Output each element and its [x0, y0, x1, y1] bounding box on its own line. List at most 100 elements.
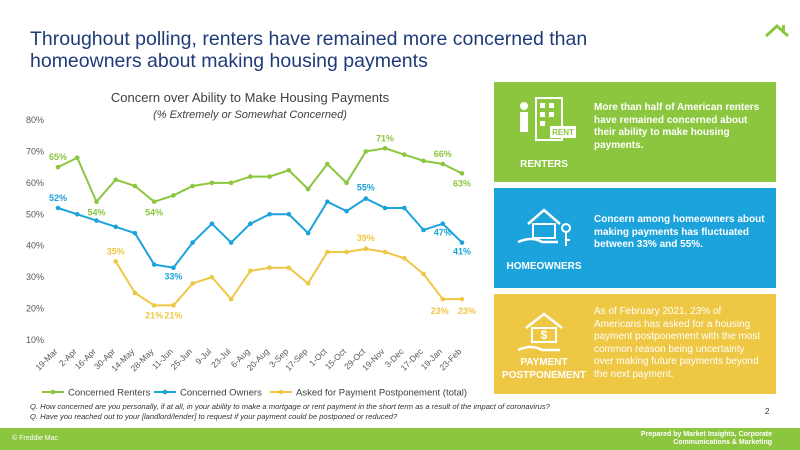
line-chart: Concern over Ability to Make Housing Pay…: [26, 90, 476, 399]
y-tick-label: 20%: [26, 304, 44, 314]
building-rent-icon: RENT: [520, 97, 576, 141]
data-point: [113, 259, 119, 264]
data-point: [459, 171, 465, 176]
house-logo-icon: [764, 23, 790, 38]
survey-questions: Q. How concerned are you personally, if …: [30, 402, 550, 422]
renters-panel: RENT More than half of American renters …: [494, 82, 776, 182]
data-point: [209, 180, 215, 186]
question-2: Q. Have you reached out to your [landlor…: [30, 412, 398, 421]
footer-credit: Prepared by Market Insights, Corporate C…: [640, 431, 772, 446]
data-point: [94, 218, 99, 223]
data-point: [305, 230, 311, 236]
x-tick-label: 19-Nov: [360, 346, 387, 373]
data-point: [344, 208, 349, 214]
data-point: [228, 240, 234, 245]
data-point: [382, 249, 388, 255]
y-tick-label: 60%: [26, 178, 44, 188]
data-point: [286, 167, 292, 173]
data-label: 39%: [357, 233, 375, 243]
data-label: 35%: [107, 246, 125, 256]
data-point: [228, 180, 234, 186]
legend-marker: [278, 389, 284, 395]
house-dollar-hand-icon: $: [517, 312, 563, 352]
homeowners-panel-text: Concern among homeowners about making pa…: [594, 214, 765, 250]
chart-title: Concern over Ability to Make Housing Pay…: [111, 90, 390, 105]
renters-panel-label: RENTERS: [520, 159, 568, 170]
homeowners-panel: Concern among homeowners about making pa…: [494, 188, 776, 288]
data-point: [459, 240, 465, 245]
data-point: [55, 164, 61, 170]
y-tick-label: 30%: [26, 272, 44, 282]
data-point: [305, 186, 311, 192]
svg-text:RENT: RENT: [552, 128, 574, 137]
data-label: 63%: [453, 178, 471, 188]
data-point: [190, 183, 195, 189]
data-point: [401, 255, 407, 261]
data-point: [151, 303, 157, 308]
legend-marker: [50, 389, 56, 395]
data-label: 55%: [357, 183, 375, 193]
data-label: 71%: [376, 133, 394, 143]
y-tick-label: 80%: [26, 115, 44, 125]
data-point: [267, 174, 272, 179]
series-line-0: [57, 147, 463, 204]
data-point: [267, 211, 272, 217]
chart-legend: Concerned Renters Concerned Owners Asked f…: [42, 388, 467, 399]
data-point: [209, 221, 215, 227]
x-tick-label: 17-Sep: [283, 346, 310, 373]
homeowners-panel-label: HOMEOWNERS: [506, 261, 582, 272]
data-label: 21%: [145, 310, 163, 320]
legend-label: Concerned Owners: [180, 388, 262, 399]
data-label: 66%: [434, 149, 452, 159]
data-point: [363, 246, 369, 252]
data-point: [305, 281, 311, 286]
data-point: [267, 265, 272, 271]
data-point: [74, 155, 80, 161]
slide-title: Throughout polling, renters have remaine…: [30, 28, 588, 72]
data-point: [132, 183, 138, 189]
data-point: [382, 145, 388, 151]
data-point: [151, 199, 157, 205]
legend-marker: [162, 389, 168, 395]
data-point: [228, 296, 234, 302]
footer-copyright: © Freddie Mac: [12, 435, 59, 442]
data-point: [401, 152, 407, 157]
data-point: [209, 274, 215, 280]
data-point: [421, 271, 426, 277]
series-lines: [55, 145, 465, 308]
y-tick-label: 70%: [26, 146, 44, 156]
footer-bar: © Freddie Mac Prepared by Market Insight…: [0, 428, 800, 450]
postponement-panel-label: PAYMENT POSTPONEMENT: [502, 357, 586, 381]
x-tick-label: 20-Aug: [245, 346, 272, 373]
data-point: [94, 199, 99, 205]
data-point: [363, 149, 369, 154]
data-point: [440, 221, 446, 227]
data-label: 52%: [49, 193, 67, 203]
legend-label: Concerned Renters: [68, 388, 151, 399]
series-line-1: [57, 197, 463, 269]
data-point: [344, 249, 349, 255]
data-label: 23%: [458, 306, 476, 316]
x-axis: 19-Mar2-Apr16-Apr30-Apr14-May28-May11-Ju…: [33, 346, 463, 374]
data-point: [55, 205, 61, 211]
data-point: [421, 227, 426, 233]
svg-text:$: $: [541, 328, 548, 342]
data-point: [344, 180, 349, 186]
y-tick-label: 40%: [26, 241, 44, 251]
x-tick-label: 23-Feb: [437, 346, 463, 372]
data-point: [151, 262, 157, 267]
y-tick-label: 50%: [26, 209, 44, 219]
legend-label: Asked for Payment Postponement (total): [296, 388, 467, 399]
data-point: [440, 296, 446, 302]
data-point: [132, 290, 138, 296]
data-label: 54%: [145, 208, 163, 218]
data-point: [248, 174, 253, 179]
x-tick-label: 23-Jul: [209, 346, 233, 370]
data-label: 41%: [453, 247, 471, 257]
data-point: [459, 296, 465, 302]
data-point: [190, 281, 195, 286]
data-point: [363, 196, 369, 201]
data-label: 23%: [431, 306, 449, 316]
postponement-panel: $ As of February 2021, 23% of Americans …: [494, 294, 776, 394]
data-point: [440, 161, 446, 167]
